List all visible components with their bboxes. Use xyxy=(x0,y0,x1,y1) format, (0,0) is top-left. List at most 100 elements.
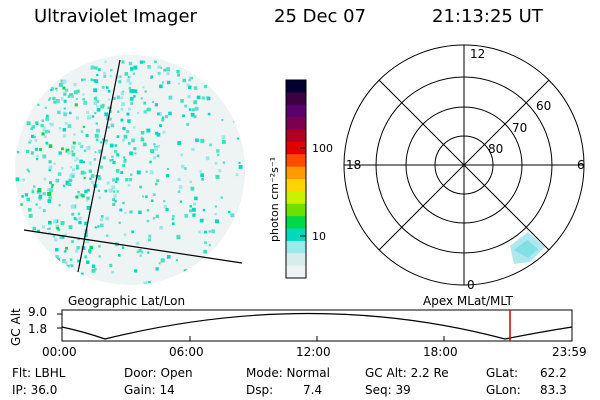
uv-speckle xyxy=(69,165,73,169)
uv-speckle xyxy=(128,86,132,90)
uv-speckle xyxy=(79,193,83,197)
uv-speckle xyxy=(113,190,116,193)
uv-speckle xyxy=(184,104,188,108)
uv-speckle xyxy=(39,198,42,201)
uv-speckle xyxy=(157,112,160,116)
uv-speckle xyxy=(123,233,127,236)
uv-speckle xyxy=(57,110,61,115)
uv-speckle xyxy=(50,87,55,91)
uv-speckle xyxy=(106,181,110,185)
uv-speckle xyxy=(147,107,151,112)
uv-speckle xyxy=(120,171,124,174)
uv-speckle xyxy=(131,230,135,234)
uv-speckle xyxy=(157,145,160,148)
uv-speckle xyxy=(177,82,180,85)
uv-speckle xyxy=(41,132,45,136)
uv-speckle xyxy=(221,135,226,139)
uv-speckle xyxy=(143,110,147,114)
uv-speckle xyxy=(168,95,173,100)
uv-speckle xyxy=(81,272,84,276)
uv-speckle xyxy=(91,268,96,273)
uv-speckle xyxy=(65,88,69,92)
colorbar-segment xyxy=(286,203,306,217)
uv-speckle xyxy=(216,149,220,153)
uv-speckle xyxy=(189,209,192,213)
uv-speckle xyxy=(129,151,133,156)
uv-speckle xyxy=(190,186,195,191)
uv-speckle xyxy=(62,259,66,263)
uv-speckle xyxy=(163,200,166,203)
uv-speckle xyxy=(62,79,67,84)
uv-speckle xyxy=(152,217,156,220)
alt-xtick-label-1800: 18:00 xyxy=(423,345,458,359)
uv-speckle xyxy=(96,105,99,108)
uv-speckle xyxy=(133,95,136,98)
uv-speckle xyxy=(103,75,107,78)
uv-speckle xyxy=(109,74,113,78)
uv-speckle xyxy=(192,213,196,217)
uv-speckle xyxy=(168,111,172,116)
uv-speckle xyxy=(163,205,167,209)
uv-speckle xyxy=(83,149,87,152)
uv-speckle xyxy=(193,100,198,105)
uv-speckle xyxy=(111,158,114,161)
uv-speckle xyxy=(22,178,25,181)
uv-speckle xyxy=(180,153,184,157)
uv-speckle xyxy=(27,170,30,173)
uv-speckle xyxy=(113,194,117,198)
uv-speckle xyxy=(143,281,148,285)
uv-speckle xyxy=(215,219,219,224)
info-gain: Gain: 14 xyxy=(124,383,175,397)
uv-speckle xyxy=(117,110,120,113)
uv-speckle xyxy=(155,267,159,271)
geographic-panel-label: Geographic Lat/Lon xyxy=(68,294,186,308)
uv-speckle xyxy=(57,228,61,232)
uv-speckle xyxy=(131,89,136,93)
altitude-curve xyxy=(61,312,573,340)
uv-speckle xyxy=(128,178,133,182)
info-ip: IP: 36.0 xyxy=(12,383,58,397)
uv-speckle xyxy=(103,71,107,75)
uv-speckle xyxy=(83,171,87,175)
uv-speckle xyxy=(49,181,52,185)
uv-speckle xyxy=(86,110,90,114)
uv-speckle xyxy=(163,68,167,72)
uv-speckle xyxy=(72,141,76,145)
uv-speckle xyxy=(202,208,206,212)
uv-speckle xyxy=(73,217,77,220)
uv-speckle xyxy=(115,177,119,181)
uv-speckle xyxy=(48,160,52,164)
uv-speckle xyxy=(166,80,171,85)
uv-speckle xyxy=(93,101,97,105)
uv-speckle xyxy=(106,86,109,89)
uv-speckle xyxy=(47,199,52,203)
uv-speckle xyxy=(61,167,64,170)
uv-speckle xyxy=(34,139,38,142)
uv-speckle xyxy=(33,135,36,139)
alt-xtick-label-1200: 12:00 xyxy=(296,345,331,359)
uv-speckle xyxy=(193,115,197,119)
uv-speckle xyxy=(62,128,67,132)
info-dsp-label: Dsp: xyxy=(246,383,274,397)
uv-speckle xyxy=(139,60,143,64)
uv-speckle xyxy=(71,175,75,178)
alt-ytick-label-1.8: 1.8 xyxy=(28,322,48,336)
uv-speckle xyxy=(187,94,191,99)
uv-speckle xyxy=(78,141,82,145)
uv-speckle xyxy=(28,213,33,218)
info-dsp-value: 7.4 xyxy=(303,383,323,397)
uv-speckle xyxy=(31,125,35,129)
uv-speckle xyxy=(167,168,169,170)
uv-speckle xyxy=(120,96,124,100)
uv-speckle xyxy=(157,65,161,69)
uv-speckle xyxy=(39,194,43,198)
uv-speckle xyxy=(161,118,165,122)
uv-speckle xyxy=(41,119,44,122)
uv-speckle xyxy=(94,112,97,115)
uv-speckle xyxy=(150,75,154,78)
uv-speckle xyxy=(62,86,66,90)
uv-speckle xyxy=(105,216,110,221)
uv-speckle xyxy=(209,143,212,147)
uv-speckle xyxy=(89,163,92,166)
uv-speckle xyxy=(51,183,54,187)
